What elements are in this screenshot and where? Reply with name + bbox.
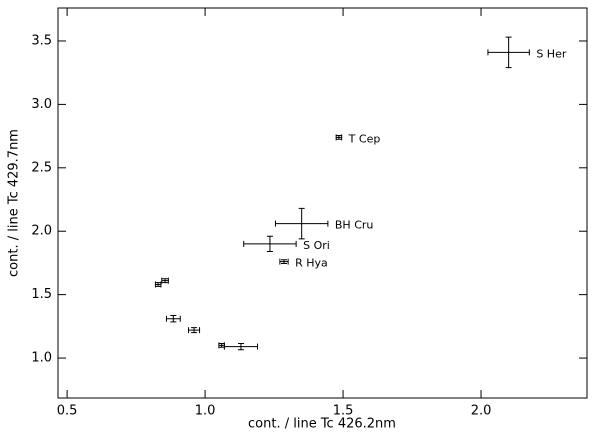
point — [157, 283, 159, 286]
point-label: T Cep — [348, 132, 381, 145]
x-tick-label: 1.0 — [195, 404, 216, 419]
point — [300, 222, 303, 225]
x-tick-label: 2.0 — [471, 404, 492, 419]
y-tick-label: 3.5 — [31, 33, 52, 48]
plot-frame — [57, 7, 588, 399]
y-tick-label: 2.0 — [31, 224, 52, 239]
point — [283, 260, 285, 263]
y-axis-label: cont. / line Tc 429.7nm — [7, 129, 22, 277]
x-tick-label: 1.5 — [333, 404, 354, 419]
point — [193, 329, 195, 331]
y-tick-label: 1.5 — [31, 287, 52, 302]
point — [240, 345, 242, 348]
point-label: S Her — [536, 47, 567, 60]
x-axis-label: cont. / line Tc 426.2nm — [248, 417, 396, 432]
point — [164, 279, 166, 282]
point — [507, 51, 510, 54]
y-tick-label: 1.0 — [31, 351, 52, 366]
point — [172, 317, 175, 320]
y-tick-label: 3.0 — [31, 97, 52, 112]
y-tick-label: 2.5 — [31, 160, 52, 175]
point — [338, 136, 340, 139]
point-label: BH Cru — [335, 219, 374, 232]
point-label: R Hya — [295, 257, 328, 270]
point-label: S Ori — [303, 239, 330, 252]
point — [220, 344, 223, 347]
point — [269, 243, 271, 245]
x-tick-label: 0.5 — [57, 404, 78, 419]
